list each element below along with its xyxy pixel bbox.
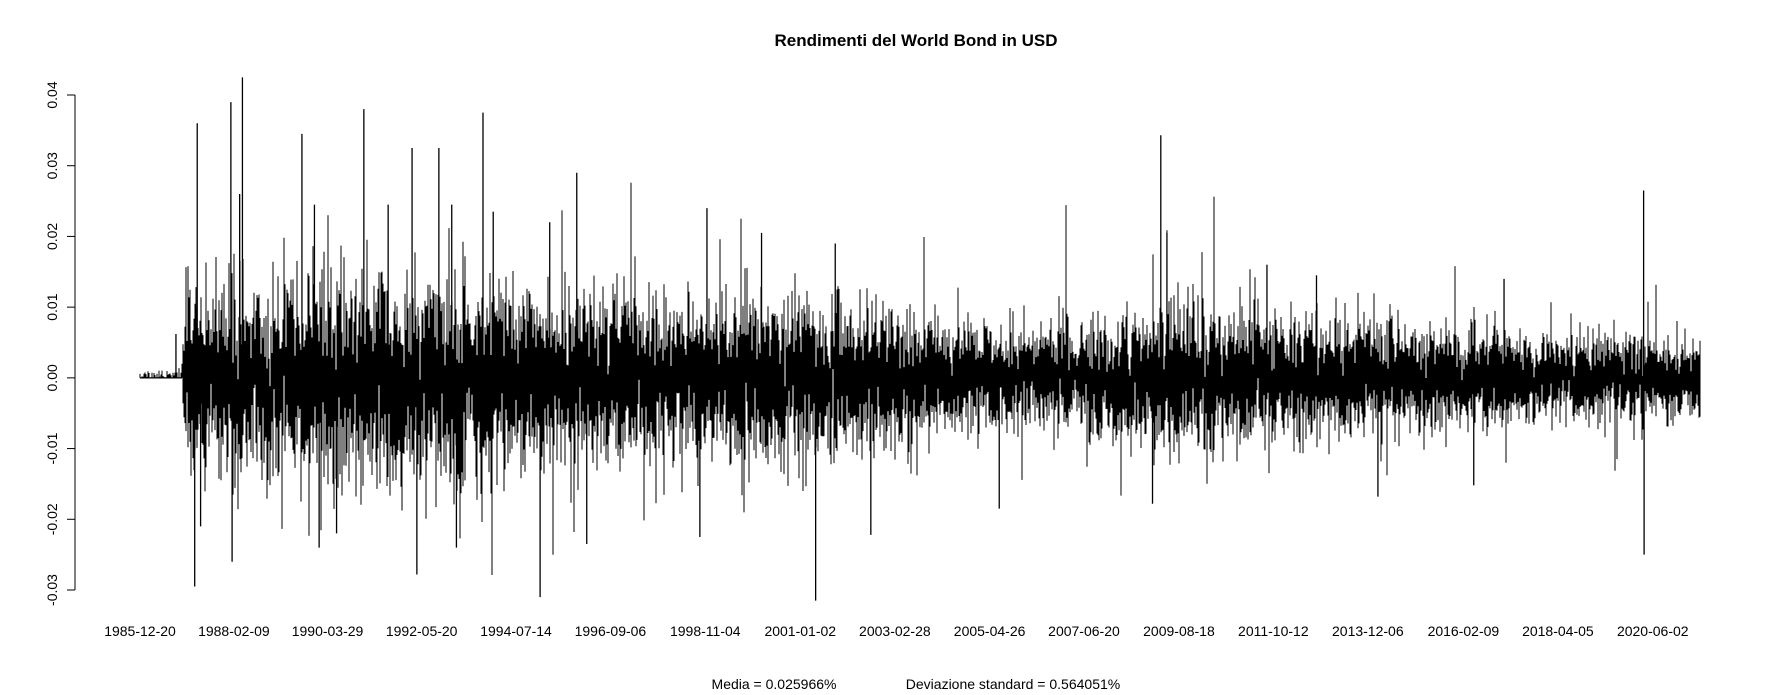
x-tick-label: 2016-02-09 [1428, 623, 1500, 639]
y-tick-label: 0.01 [44, 293, 60, 320]
x-tick-label: 1998-11-04 [670, 623, 741, 639]
returns-series-line [139, 182, 1701, 575]
return-spikes [175, 77, 1645, 601]
x-tick-label: 1988-02-09 [198, 623, 270, 639]
x-tick-label: 1996-09-06 [575, 623, 647, 639]
x-tick-label: 1992-05-20 [386, 623, 458, 639]
y-tick-label: -0.01 [44, 432, 60, 464]
returns-series [139, 182, 1701, 575]
y-tick-label: 0.04 [44, 81, 60, 108]
x-tick-label: 1985-12-20 [104, 623, 176, 639]
x-tick-label: 1994-07-14 [480, 623, 552, 639]
x-axis: 1985-12-20 1988-02-09 1990-03-29 1992-05-20… [104, 623, 1689, 639]
y-tick-label: 0.02 [44, 223, 60, 250]
x-tick-label: 2018-04-05 [1522, 623, 1594, 639]
x-tick-label: 2005-04-26 [954, 623, 1026, 639]
sd-label: Deviazione standard = 0.564051% [906, 676, 1120, 692]
mean-label: Media = 0.025966% [712, 676, 837, 692]
x-tick-label: 2013-12-06 [1332, 623, 1404, 639]
x-tick-label: 2009-08-18 [1143, 623, 1215, 639]
x-tick-label: 2007-06-20 [1048, 623, 1120, 639]
x-tick-label: 2020-06-02 [1617, 623, 1689, 639]
x-tick-label: 1990-03-29 [292, 623, 364, 639]
y-tick-label: -0.02 [44, 503, 60, 535]
x-tick-label: 2011-10-12 [1238, 623, 1309, 639]
y-tick-label: 0.03 [44, 152, 60, 179]
x-tick-label: 2001-01-02 [764, 623, 836, 639]
x-tick-label: 2003-02-28 [859, 623, 931, 639]
chart-title: Rendimenti del World Bond in USD [774, 31, 1057, 50]
y-tick-label: 0.00 [44, 364, 60, 391]
y-tick-label: -0.03 [44, 574, 60, 606]
y-axis: -0.03 -0.02 -0.01 0.00 0.01 0.02 0.03 0.04 [44, 81, 76, 606]
